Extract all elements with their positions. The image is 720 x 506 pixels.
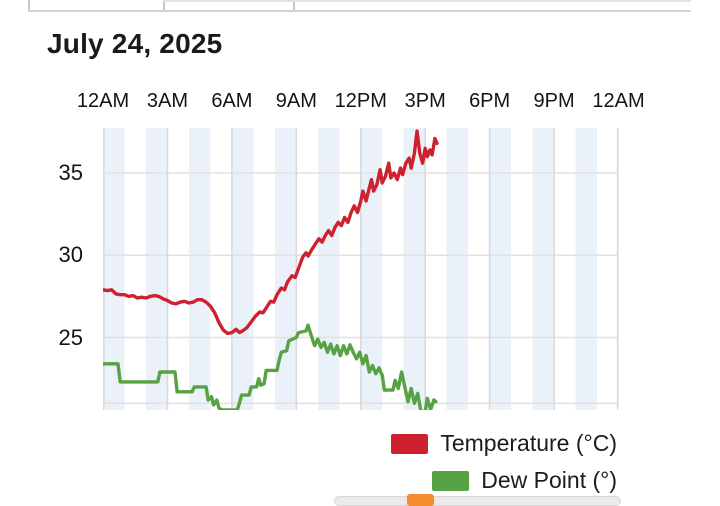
hour-stripe [403,128,426,410]
dew-point-line [103,323,438,410]
y-tick-label: 35 [58,160,83,185]
legend-item-dew-point[interactable]: Dew Point (°) [432,467,617,494]
plot-area[interactable] [103,128,619,410]
table-column-border [163,0,165,10]
temperature-line [103,129,439,336]
table-row-remnant [0,0,720,12]
temperature-swatch [391,433,429,454]
table-column-border [28,0,30,10]
hour-stripe [103,128,125,410]
hour-stripe [188,128,211,410]
y-tick-label: 30 [58,242,83,268]
hour-stripe [231,128,254,410]
partial-third-legend-swatch [407,494,434,506]
x-tick-label: 9PM [533,90,575,112]
x-tick-label: 9AM [275,90,317,112]
x-tick-label: 12AM [592,90,645,112]
legend-item-temperature[interactable]: Temperature (°C) [391,430,617,457]
y-tick-label: 25 [58,324,83,350]
table-column-border [293,0,295,10]
x-tick-label: 12PM [334,90,387,112]
temperature-legend-label: Temperature (°C) [440,430,617,456]
dew-point-swatch [432,470,470,491]
hour-stripe [446,128,469,410]
x-tick-label: 3AM [146,90,188,112]
chart-date-title: July 24, 2025 [47,28,223,59]
hour-stripe [489,128,512,410]
x-tick-label: 3PM [404,90,446,112]
x-tick-label: 6AM [211,90,253,112]
table-border [28,10,691,12]
y-axis-labels: 35 30 25 [0,0,96,420]
partial-bottom-element [334,496,621,506]
hour-stripe [145,128,168,410]
hour-stripe [575,128,598,410]
hour-stripe [532,128,555,410]
x-tick-label: 12AM [76,90,130,112]
dew-point-legend-label: Dew Point (°) [481,467,617,493]
x-tick-label: 6PM [469,90,511,112]
x-axis-labels: 12AM 3AM 6AM 9AM 12PM 3PM 6PM 9PM 12AM [0,90,720,114]
hour-stripe [317,128,340,410]
table-border [163,0,691,2]
